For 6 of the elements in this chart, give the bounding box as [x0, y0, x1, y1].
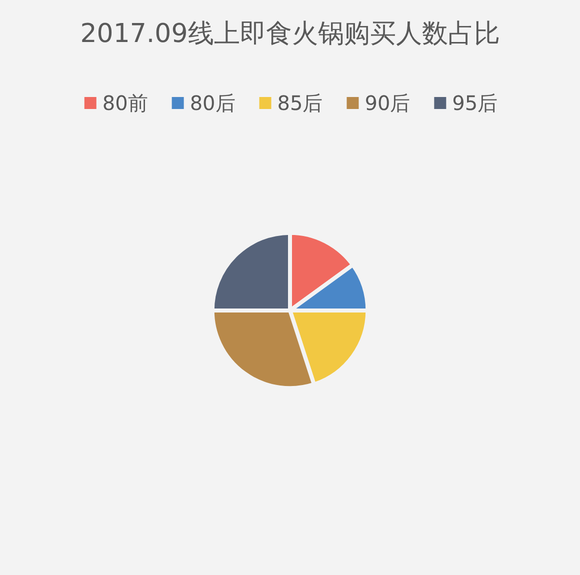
legend-label: 80后 — [190, 91, 236, 115]
legend-label: 85后 — [277, 91, 323, 115]
chart-title: 2017.09线上即食火锅购买人数占比 — [80, 19, 500, 49]
legend-label: 90后 — [364, 91, 410, 115]
legend-label: 80前 — [102, 91, 148, 115]
legend-label: 95后 — [452, 91, 498, 115]
